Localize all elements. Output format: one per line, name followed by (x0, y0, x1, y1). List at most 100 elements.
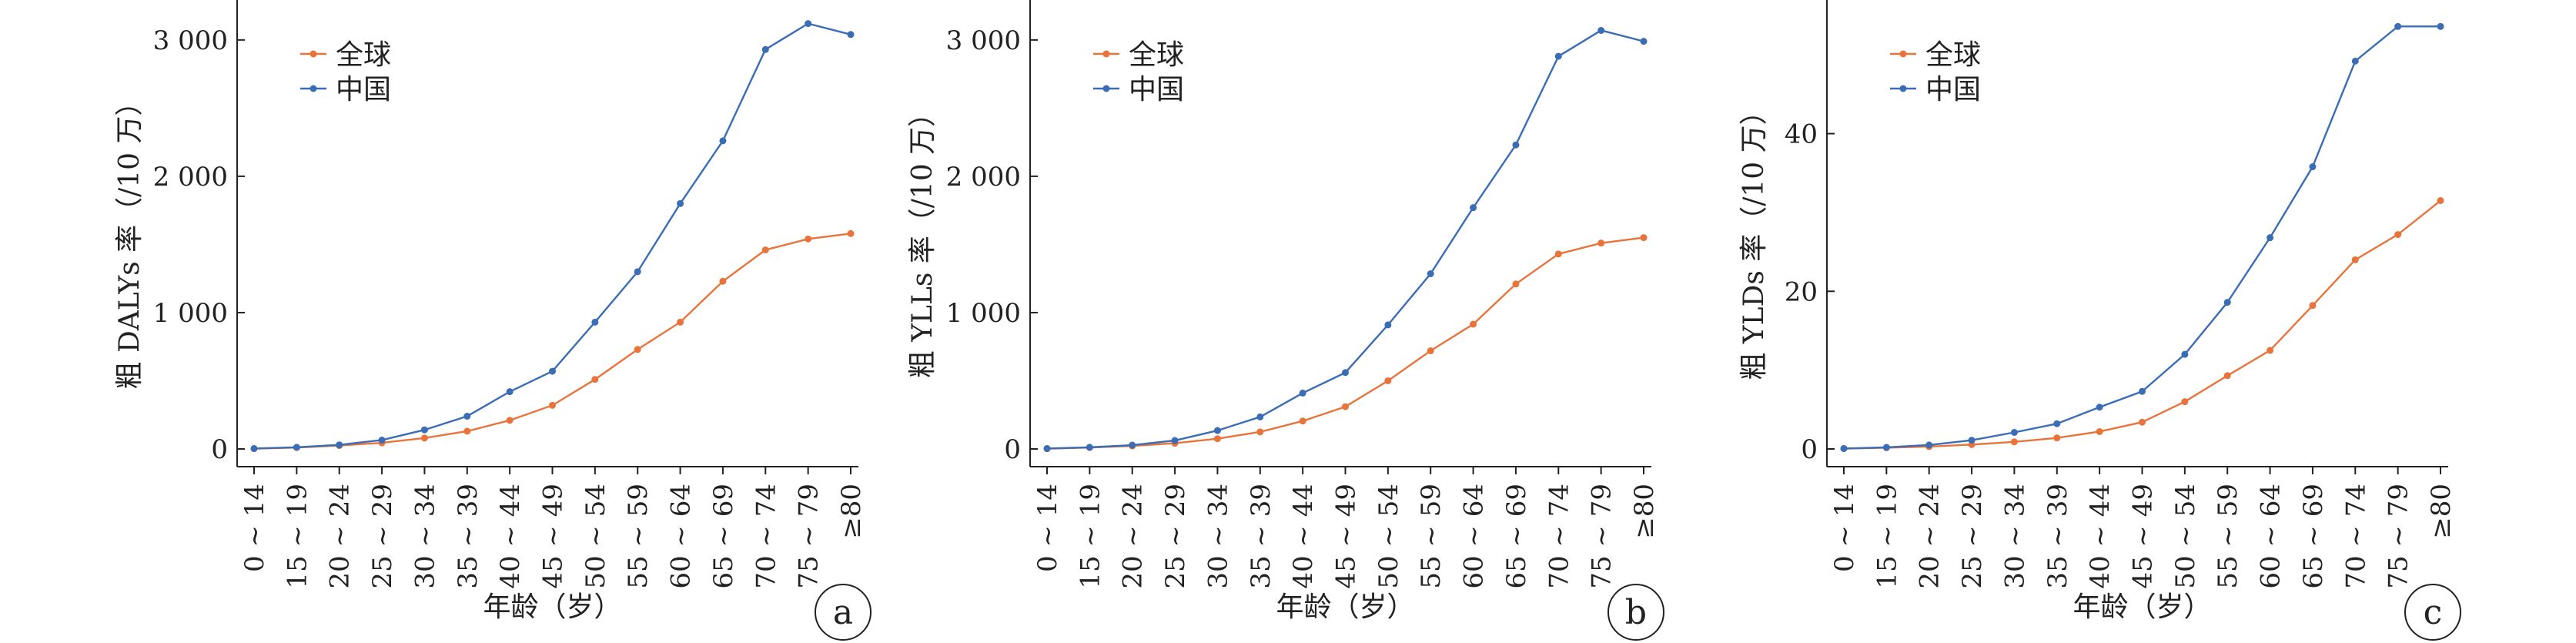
data-point (549, 367, 556, 375)
x-tick-label: ≥80 (836, 484, 867, 539)
legend-label: 中国 (336, 74, 391, 105)
x-tick-label: 30 ~ 34 (1999, 484, 2030, 589)
data-point (1597, 239, 1605, 247)
data-point (1256, 428, 1264, 436)
x-tick-label: 75 ~ 79 (1587, 484, 1618, 589)
x-tick-label: 70 ~ 74 (2340, 484, 2371, 589)
panel-letter-circle (815, 584, 871, 641)
data-point (1086, 444, 1093, 451)
y-tick-label: 40 (1785, 119, 1818, 150)
legend-marker (1102, 50, 1110, 58)
x-tick-label: 15 ~ 19 (1075, 484, 1106, 589)
data-point (719, 137, 727, 145)
data-point (2053, 434, 2061, 442)
data-point (847, 31, 855, 39)
series-line-global (253, 233, 851, 450)
panel-letter-circle (2404, 584, 2461, 641)
panel-letter-circle (1607, 584, 1664, 641)
data-point (293, 444, 300, 451)
data-point (719, 277, 727, 285)
x-tick-label: 70 ~ 74 (1544, 484, 1574, 589)
data-point (634, 268, 641, 276)
data-point (2010, 429, 2018, 437)
legend-marker (1899, 50, 1907, 58)
y-tick-label: 1 000 (153, 298, 228, 329)
x-tick-label: 65 ~ 69 (708, 484, 739, 589)
x-tick-label: 45 ~ 49 (1331, 484, 1362, 589)
x-tick-label: 55 ~ 59 (623, 484, 654, 589)
y-tick-label: 0 (1801, 434, 1818, 465)
y-axis-title: 粗 YLLs 率（/10 万） (907, 99, 938, 378)
data-point (549, 401, 556, 409)
data-point (2437, 197, 2444, 205)
x-tick-label: 20 ~ 24 (325, 484, 356, 589)
x-tick-label: 55 ~ 59 (2213, 484, 2243, 589)
y-axis-title: 粗 YLDs 率（/10 万） (1738, 97, 1770, 380)
x-tick-label: 60 ~ 64 (1459, 484, 1490, 589)
data-point (1640, 234, 1648, 242)
data-point (1512, 141, 1520, 149)
legend-marker (1899, 85, 1907, 92)
y-tick-label: 2 000 (153, 162, 228, 193)
data-point (805, 235, 812, 243)
data-point (2351, 57, 2359, 65)
data-point (378, 436, 386, 444)
x-tick-label: 50 ~ 54 (2170, 484, 2201, 589)
x-tick-label: 0 ~ 14 (239, 484, 270, 572)
legend-marker (309, 85, 317, 92)
x-tick-label: 20 ~ 24 (1118, 484, 1149, 589)
x-tick-label: 60 ~ 64 (666, 484, 697, 589)
x-tick-label: 40 ~ 44 (1288, 484, 1319, 589)
x-tick-label: 65 ~ 69 (2298, 484, 2329, 589)
data-point (1427, 270, 1434, 277)
data-point (591, 376, 599, 383)
x-tick-label: 35 ~ 39 (1246, 484, 1276, 589)
panel-letter: c (2424, 593, 2443, 632)
data-point (2139, 418, 2146, 426)
y-tick-label: 0 (1004, 434, 1021, 465)
legend-label: 全球 (336, 39, 391, 71)
data-point (1342, 369, 1349, 377)
x-tick-label: 15 ~ 19 (1872, 484, 1902, 589)
legend-marker (309, 50, 317, 58)
x-axis-title: 年龄（岁） (483, 591, 621, 623)
x-tick-label: 0 ~ 14 (1032, 484, 1063, 572)
x-tick-label: 50 ~ 54 (580, 484, 611, 589)
data-point (1470, 204, 1477, 212)
x-tick-label: 35 ~ 39 (2042, 484, 2073, 589)
data-point (1256, 413, 1264, 420)
legend-label: 中国 (1129, 74, 1184, 105)
legend-label: 全球 (1925, 39, 1981, 71)
x-axis-title: 年龄（岁） (1276, 591, 1414, 623)
data-point (1968, 437, 1975, 444)
x-tick-label: 75 ~ 79 (794, 484, 825, 589)
data-point (2181, 398, 2189, 406)
x-tick-label: 40 ~ 44 (495, 484, 526, 589)
data-point (2351, 256, 2359, 263)
data-point (2223, 299, 2231, 306)
x-axis-title: 年龄（岁） (2073, 591, 2211, 623)
data-point (2139, 387, 2146, 395)
data-point (2394, 22, 2402, 30)
x-tick-label: 30 ~ 34 (410, 484, 440, 589)
data-point (336, 441, 343, 449)
x-tick-label: ≥80 (1629, 484, 1660, 539)
data-point (1470, 320, 1477, 328)
x-tick-label: 55 ~ 59 (1416, 484, 1447, 589)
y-tick-label: 3 000 (153, 25, 228, 56)
x-tick-label: 0 ~ 14 (1829, 484, 1860, 572)
x-tick-label: 45 ~ 49 (538, 484, 569, 589)
data-point (463, 427, 471, 435)
data-point (1384, 377, 1392, 384)
data-point (1554, 250, 1562, 258)
data-point (761, 246, 769, 254)
data-point (2053, 420, 2061, 427)
data-point (1925, 441, 1933, 449)
data-point (761, 45, 769, 53)
x-tick-label: 35 ~ 39 (453, 484, 483, 589)
data-point (2309, 302, 2317, 310)
data-point (2181, 350, 2189, 358)
panel-letter: b (1625, 593, 1647, 632)
y-tick-label: 2 000 (946, 162, 1021, 193)
